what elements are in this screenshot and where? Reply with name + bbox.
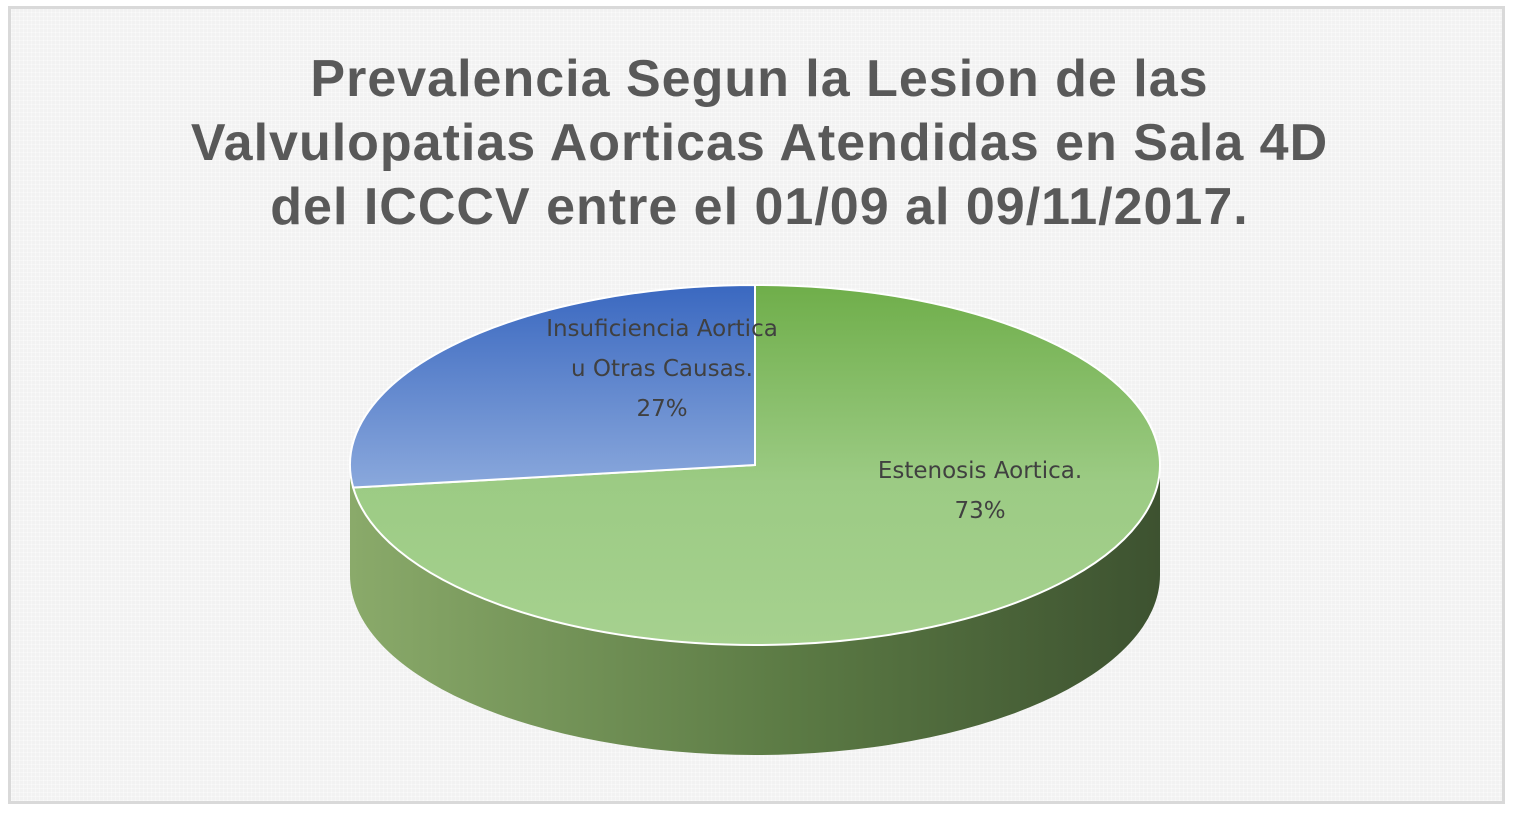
- slice-category-label: Estenosis Aortica.: [878, 458, 1082, 484]
- pie-slice-1: [349, 283, 756, 489]
- slice-category-label: Insuficiencia Aortica: [546, 316, 778, 342]
- pie-slice-0: [351, 283, 1161, 646]
- chart-title-wrap: Prevalencia Segun la Lesion de las Valvu…: [11, 47, 1508, 239]
- slice-category-label: u Otras Causas.: [571, 356, 753, 382]
- chart-title: Prevalencia Segun la Lesion de las Valvu…: [190, 50, 1329, 236]
- pie-side-wall: [350, 465, 1160, 755]
- slice-percent-label: 27%: [636, 396, 687, 422]
- slice-percent-label: 73%: [954, 498, 1005, 524]
